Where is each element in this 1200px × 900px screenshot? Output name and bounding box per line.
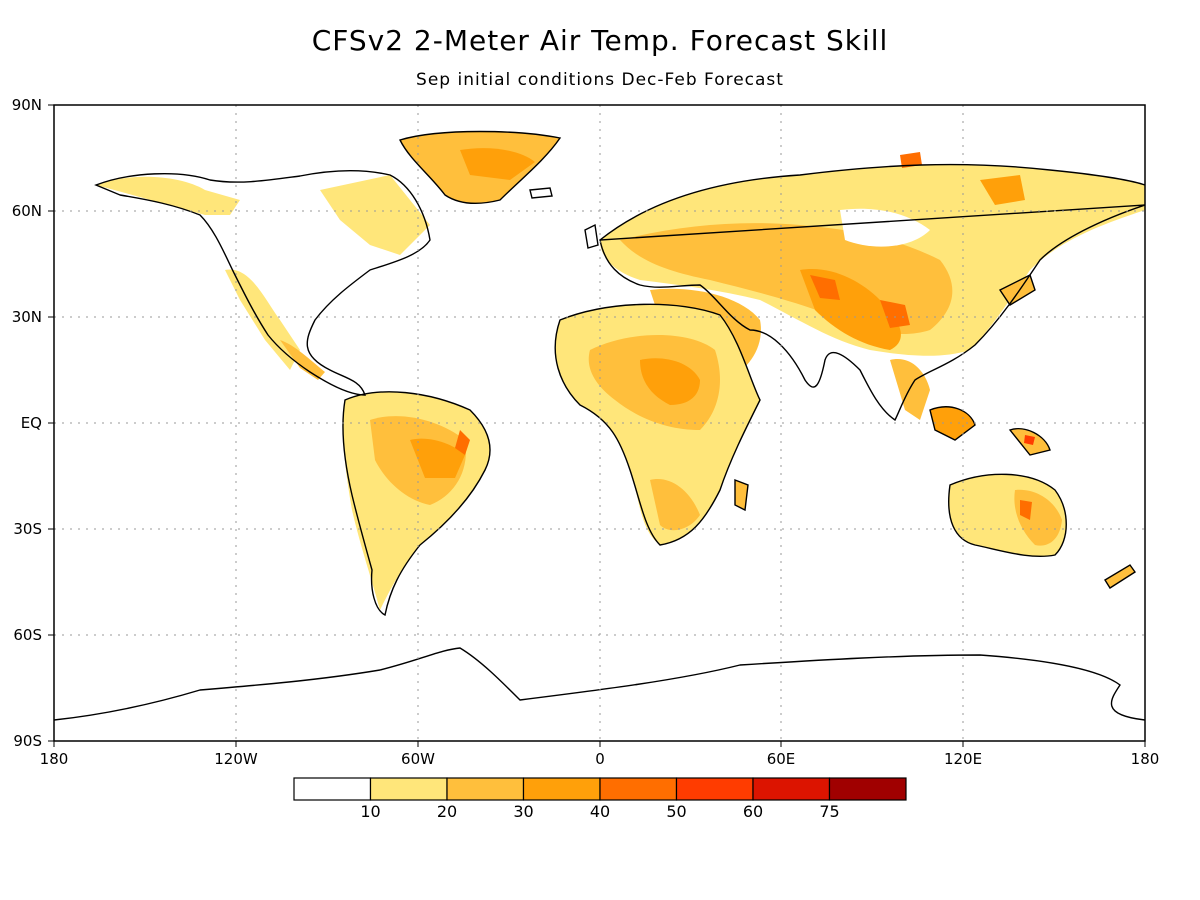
lon-label-180e: 180 — [1130, 750, 1160, 768]
lat-label-eq: EQ — [20, 414, 42, 432]
lon-label-120e: 120E — [943, 750, 983, 768]
map-title: CFSv2 2-Meter Air Temp. Forecast Skill — [311, 24, 889, 57]
lon-label-0: 0 — [595, 750, 605, 768]
lon-label-180w: 180 — [39, 750, 69, 768]
lat-label-60s: 60S — [13, 626, 42, 644]
lat-label-30s: 30S — [13, 520, 42, 538]
legend-swatch — [522, 777, 601, 801]
skill-shading — [96, 131, 1145, 610]
legend-swatch — [599, 777, 678, 801]
legend-tick-label: 10 — [360, 802, 381, 821]
coastlines — [54, 130, 1145, 721]
legend-swatch — [828, 777, 907, 801]
lat-label-60n: 60N — [11, 202, 42, 220]
legend-swatch — [675, 777, 754, 801]
axis-ticks — [48, 104, 1146, 747]
legend-tick-label: 50 — [666, 802, 687, 821]
lat-label-30n: 30N — [11, 308, 42, 326]
legend-tick-label: 20 — [436, 802, 458, 821]
legend-swatch — [446, 777, 525, 801]
lat-label-90s: 90S — [13, 732, 42, 750]
legend-swatch — [293, 777, 372, 801]
grid-lines — [54, 105, 1145, 741]
legend-tick-label: 40 — [589, 802, 611, 821]
legend-swatch — [752, 777, 831, 801]
map-subtitle: Sep initial conditions Dec-Feb Forecast — [416, 70, 784, 90]
lat-label-90n: 90N — [11, 96, 42, 114]
legend-tick-label: 75 — [819, 802, 840, 821]
legend-tick-label: 30 — [513, 802, 534, 821]
legend-tick-label: 60 — [742, 802, 764, 821]
legend-bar — [293, 777, 907, 801]
legend-swatch — [369, 777, 448, 801]
lon-label-120w: 120W — [214, 750, 258, 768]
lon-label-60e: 60E — [766, 750, 796, 768]
lon-label-60w: 60W — [401, 750, 435, 768]
